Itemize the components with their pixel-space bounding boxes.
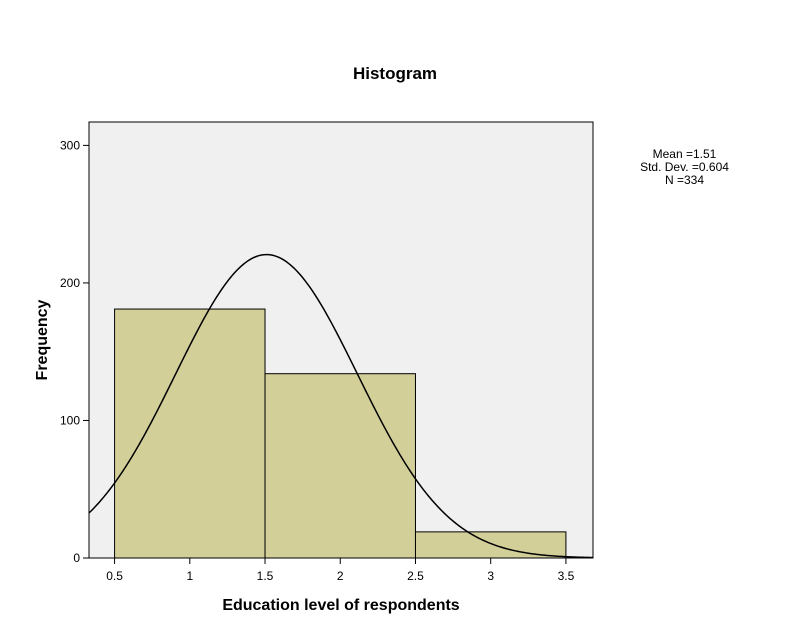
normal-curve [88, 253, 594, 559]
y-axis-label: Frequency [34, 299, 51, 380]
chart-title: Histogram [353, 64, 437, 83]
x-tick-label: 2 [337, 569, 344, 583]
x-tick-label: 3 [487, 569, 494, 583]
bars-group [114, 308, 567, 559]
y-tick-label: 300 [60, 138, 80, 152]
statistics-box: Mean =1.51 Std. Dev. =0.604 N =334 [612, 148, 757, 187]
y-tick-label: 100 [60, 413, 80, 427]
y-tick-label: 0 [73, 551, 80, 565]
x-tick-label: 1.5 [257, 569, 274, 583]
histogram-bar-2 [264, 373, 416, 559]
x-axis-label: Education level of respondents [222, 597, 459, 614]
x-tick-label: 2.5 [407, 569, 424, 583]
std-dev-stat: Std. Dev. =0.604 [640, 160, 729, 174]
x-tick-label: 1 [186, 569, 193, 583]
y-axis: 0 100 200 300 [60, 138, 89, 565]
x-tick-label: 0.5 [106, 569, 123, 583]
histogram-bar-1 [114, 308, 266, 559]
x-axis: 0.5 1 1.5 2 2.5 3 3.5 [106, 558, 575, 583]
mean-stat: Mean =1.51 [652, 147, 717, 161]
y-tick-label: 200 [60, 276, 80, 290]
n-stat: N =334 [664, 173, 705, 187]
x-tick-label: 3.5 [558, 569, 575, 583]
histogram-bar-3 [414, 531, 567, 559]
